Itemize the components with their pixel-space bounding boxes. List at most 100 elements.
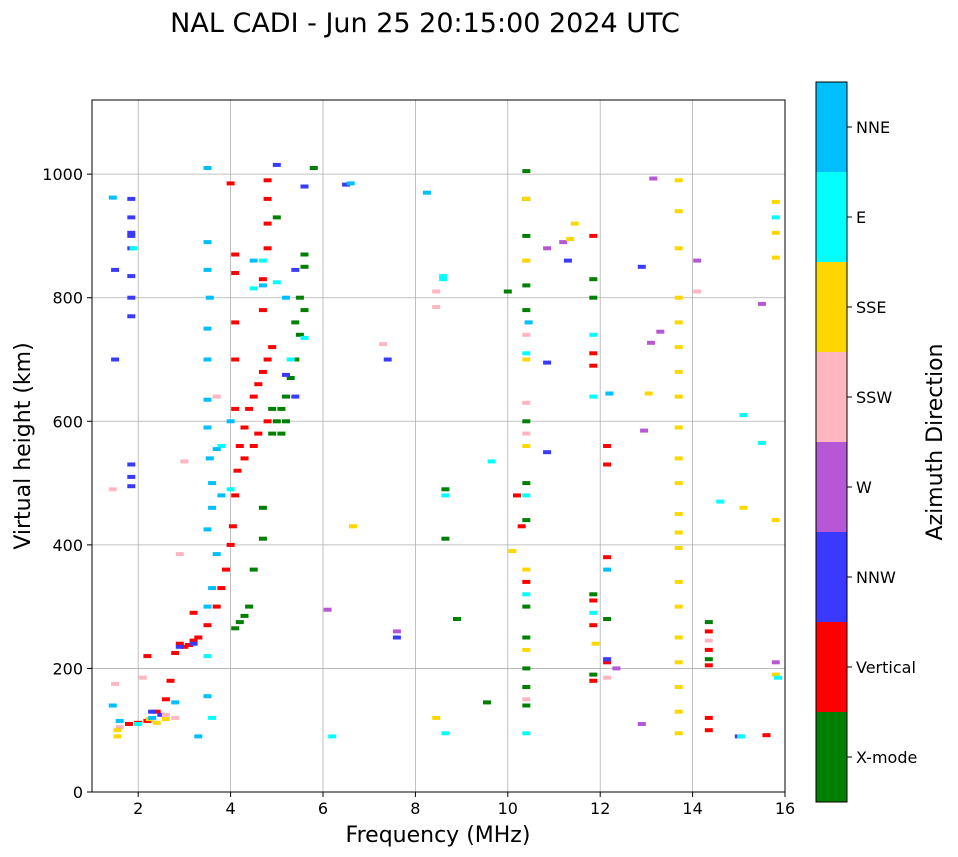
data-point-sse bbox=[674, 512, 683, 516]
data-point-e bbox=[757, 440, 766, 445]
data-point-sse bbox=[522, 444, 531, 448]
data-point-e bbox=[522, 592, 531, 597]
data-point-e bbox=[272, 280, 281, 285]
data-point-ssw bbox=[161, 712, 170, 717]
data-point-sse bbox=[349, 524, 357, 529]
colorbar-label: X-mode bbox=[856, 748, 917, 767]
data-point-vertical bbox=[603, 555, 612, 560]
data-point-vertical bbox=[263, 246, 272, 251]
data-point-x-mode bbox=[245, 604, 254, 609]
data-point-vertical bbox=[143, 654, 152, 659]
data-point-nnw bbox=[637, 264, 646, 269]
data-point-sse bbox=[674, 530, 683, 535]
data-point-x-mode bbox=[231, 626, 240, 631]
data-point-vertical bbox=[152, 709, 161, 714]
data-point-e bbox=[441, 731, 450, 736]
colorbar-title: Azimuth Direction bbox=[923, 343, 948, 540]
data-point-nnw bbox=[342, 182, 351, 187]
data-point-x-mode bbox=[268, 431, 277, 436]
data-point-vertical bbox=[194, 635, 203, 640]
data-point-x-mode bbox=[291, 357, 300, 362]
y-tick-label: 1000 bbox=[42, 165, 83, 184]
data-point-x-mode bbox=[268, 406, 277, 411]
data-point-nnw bbox=[543, 360, 552, 365]
data-point-ssw bbox=[171, 715, 180, 720]
data-point-vertical bbox=[249, 444, 258, 448]
data-point-x-mode bbox=[300, 308, 309, 313]
data-point-e bbox=[249, 286, 258, 291]
data-point-sse bbox=[113, 734, 122, 739]
data-point-ssw bbox=[432, 305, 441, 309]
data-point-x-mode bbox=[286, 376, 295, 380]
data-point-vertical bbox=[240, 456, 249, 461]
data-point-x-mode bbox=[309, 166, 318, 170]
data-point-sse bbox=[522, 196, 531, 201]
data-point-ssw bbox=[180, 459, 189, 464]
data-point-x-mode bbox=[282, 394, 290, 399]
data-point-x-mode bbox=[503, 289, 512, 294]
data-point-sse bbox=[771, 672, 780, 677]
data-point-nnw bbox=[175, 644, 184, 649]
data-point-nnw bbox=[127, 295, 136, 300]
data-point-vertical bbox=[189, 638, 198, 643]
x-tick-label: 8 bbox=[410, 799, 420, 818]
data-point-nne bbox=[249, 258, 258, 263]
data-point-x-mode bbox=[300, 252, 309, 257]
data-point-ssw bbox=[522, 431, 531, 436]
data-point-vertical bbox=[212, 604, 221, 609]
data-point-e bbox=[589, 394, 598, 399]
data-point-sse bbox=[674, 345, 683, 350]
data-point-x-mode bbox=[522, 685, 531, 689]
plot-frame bbox=[91, 99, 786, 793]
data-point-nnw bbox=[111, 357, 120, 362]
data-point-e bbox=[522, 731, 531, 736]
data-point-sse bbox=[522, 647, 531, 652]
data-point-nnw bbox=[157, 712, 166, 717]
data-point-vertical bbox=[603, 660, 612, 665]
data-point-sse bbox=[771, 518, 780, 523]
data-point-nne bbox=[108, 703, 117, 708]
data-point-x-mode bbox=[522, 419, 531, 424]
data-point-vertical bbox=[704, 629, 713, 634]
x-tick-label: 16 bbox=[775, 799, 795, 818]
data-point-x-mode bbox=[589, 295, 598, 300]
data-point-nnw bbox=[383, 357, 392, 362]
data-point-x-mode bbox=[603, 617, 612, 621]
x-tick-label: 4 bbox=[226, 799, 236, 818]
x-tick-label: 2 bbox=[133, 799, 143, 818]
data-point-x-mode bbox=[441, 536, 450, 541]
data-point-nne bbox=[205, 456, 214, 461]
data-point-sse bbox=[570, 221, 579, 226]
data-point-sse bbox=[674, 579, 683, 584]
colorbar-label: SSW bbox=[856, 388, 892, 407]
data-point-nne bbox=[203, 240, 212, 245]
data-point-sse bbox=[674, 635, 683, 640]
data-point-x-mode bbox=[704, 620, 713, 625]
data-point-x-mode bbox=[522, 666, 531, 671]
data-point-vertical bbox=[245, 406, 254, 411]
data-point-vertical bbox=[175, 641, 184, 646]
data-point-x-mode bbox=[483, 700, 491, 705]
data-point-vertical bbox=[263, 357, 272, 362]
data-point-vertical bbox=[704, 728, 713, 733]
data-point-vertical bbox=[762, 733, 771, 738]
data-point-nnw bbox=[282, 372, 290, 377]
data-point-x-mode bbox=[453, 617, 461, 621]
colorbar-swatch bbox=[816, 622, 847, 712]
data-point-nne bbox=[208, 586, 217, 591]
data-point-vertical bbox=[231, 252, 240, 257]
data-point-nnw bbox=[543, 450, 552, 455]
data-point-x-mode bbox=[272, 215, 281, 220]
data-point-vertical bbox=[513, 493, 521, 498]
data-point-w bbox=[392, 629, 401, 634]
data-point-vertical bbox=[185, 643, 193, 647]
data-point-w bbox=[543, 246, 552, 251]
y-tick-label: 800 bbox=[52, 289, 83, 308]
data-point-w bbox=[640, 428, 649, 433]
data-point-x-mode bbox=[704, 657, 713, 662]
data-point-nnw bbox=[291, 394, 300, 399]
data-point-sse bbox=[644, 391, 653, 396]
data-point-vertical bbox=[217, 586, 226, 591]
data-point-vertical bbox=[231, 320, 240, 325]
data-point-x-mode bbox=[258, 536, 267, 541]
